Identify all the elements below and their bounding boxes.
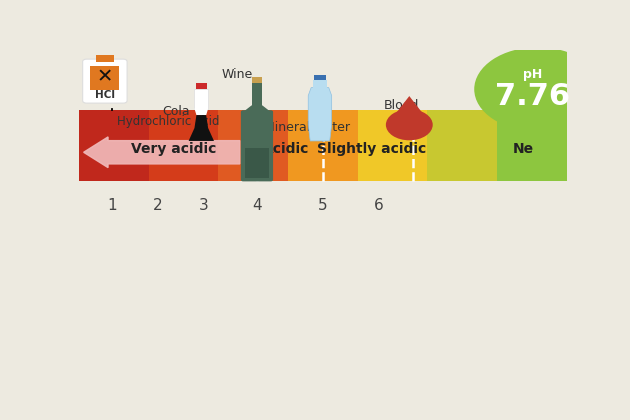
Text: Very acidic: Very acidic: [131, 142, 217, 156]
Polygon shape: [308, 88, 331, 141]
Bar: [313, 81, 327, 88]
Text: 7.76: 7.76: [495, 82, 570, 111]
Bar: [252, 77, 262, 84]
Bar: [358, 110, 428, 181]
Polygon shape: [243, 105, 271, 112]
Text: Cola: Cola: [162, 105, 190, 118]
Bar: [251, 83, 262, 112]
Text: 2: 2: [153, 198, 163, 213]
Polygon shape: [188, 115, 214, 141]
Text: Hydrochloric acid: Hydrochloric acid: [117, 115, 219, 128]
Text: 1: 1: [107, 198, 117, 213]
Bar: [218, 110, 288, 181]
Text: 4: 4: [252, 198, 262, 213]
Circle shape: [386, 109, 433, 140]
Bar: [497, 110, 567, 181]
Bar: [196, 84, 207, 89]
Polygon shape: [195, 109, 208, 115]
Bar: [288, 110, 358, 181]
Bar: [428, 110, 497, 181]
Circle shape: [474, 47, 601, 131]
Text: Ne: Ne: [512, 142, 534, 156]
Polygon shape: [195, 89, 208, 109]
Text: Blood: Blood: [384, 99, 420, 112]
Bar: [314, 75, 326, 81]
Text: HCl: HCl: [95, 90, 115, 100]
Text: 5: 5: [318, 198, 328, 213]
Text: Mineral water: Mineral water: [264, 121, 350, 134]
Text: 6: 6: [374, 198, 384, 213]
Bar: [91, 66, 119, 89]
FancyArrow shape: [84, 137, 240, 168]
Text: Wine: Wine: [222, 68, 253, 81]
FancyBboxPatch shape: [241, 110, 273, 181]
Bar: [79, 110, 149, 181]
Polygon shape: [389, 96, 429, 122]
Text: pH: pH: [523, 68, 542, 81]
Text: Acidic: Acidic: [263, 142, 309, 156]
Bar: [149, 110, 218, 181]
Text: ✕: ✕: [96, 68, 113, 87]
Bar: [245, 148, 268, 178]
Bar: [96, 55, 114, 62]
FancyBboxPatch shape: [83, 59, 127, 103]
Text: 3: 3: [198, 198, 208, 213]
Text: Slightly acidic: Slightly acidic: [317, 142, 427, 156]
